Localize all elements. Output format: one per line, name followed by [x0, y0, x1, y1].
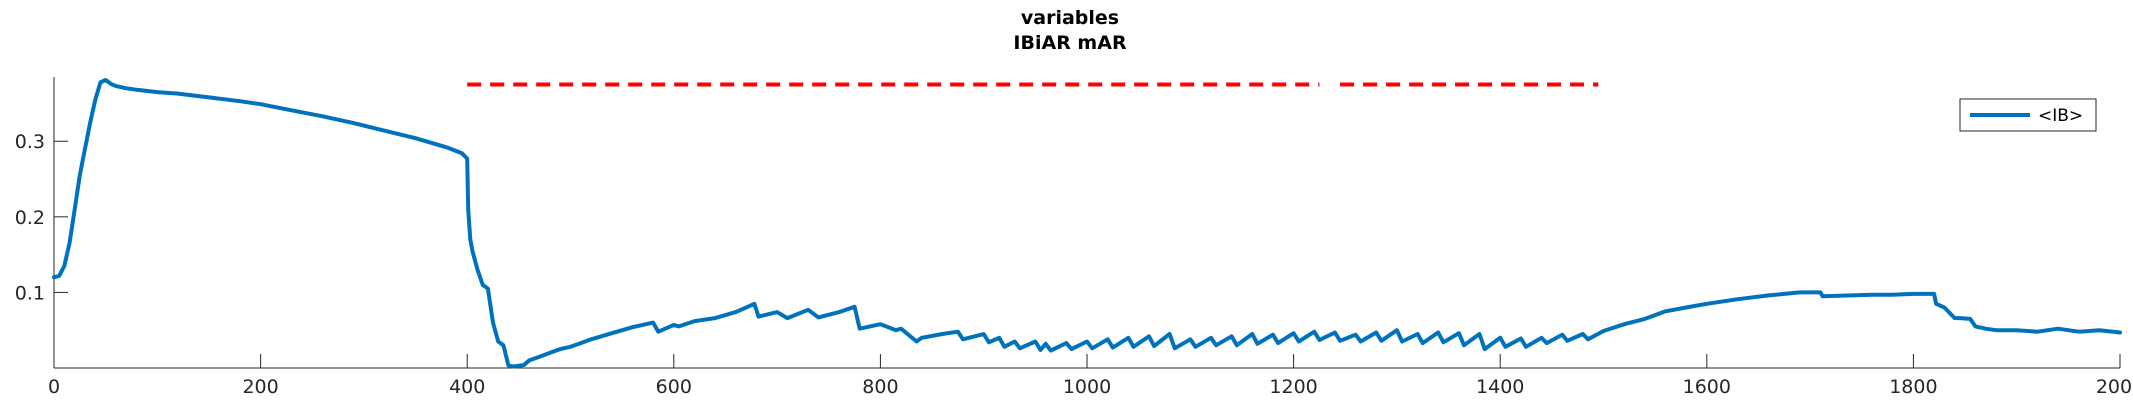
- series-line-ib: [52, 78, 2122, 369]
- x-tick-label: 1000: [1063, 376, 1111, 398]
- chart-title-line-2: IBiAR mAR: [1013, 32, 1127, 54]
- x-tick-label: 800: [862, 376, 898, 398]
- x-tick-label: 1800: [1889, 376, 1937, 398]
- legend: <IB>: [1959, 98, 2097, 132]
- legend-label-ib: <IB>: [2038, 106, 2083, 126]
- y-tick-label: 0.1: [15, 282, 45, 304]
- chart-title-line-1: variables: [1021, 7, 1119, 29]
- x-tick-label: 1400: [1476, 376, 1524, 398]
- y-tick-label: 0.2: [15, 207, 45, 229]
- x-tick-label: 1600: [1683, 376, 1731, 398]
- x-tick-label: 600: [656, 376, 692, 398]
- x-tick-label: 1200: [1269, 376, 1317, 398]
- x-tick-label: 400: [449, 376, 485, 398]
- x-tick-label: 0: [48, 376, 60, 398]
- x-tick-label: 200: [242, 376, 278, 398]
- y-tick-label: 0.3: [15, 131, 45, 153]
